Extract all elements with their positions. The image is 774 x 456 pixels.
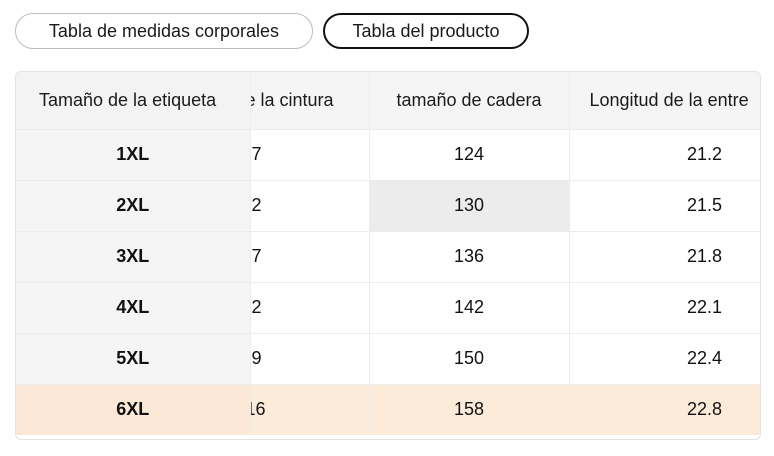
size-cell: 1XL [16,129,251,181]
waist-cell: 02 [250,282,370,334]
table-row: 5XL 09 150 22.4 [16,333,760,385]
waist-cell: 09 [250,333,370,385]
waist-cell: l16 [250,384,370,435]
table-row: 2XL 92 130 21.5 [16,180,760,232]
hip-cell: 136 [369,231,570,283]
waist-value: 87 [250,144,262,164]
tab-bar: Tabla de medidas corporales Tabla del pr… [15,13,529,49]
length-cell: 21.2 [569,129,760,181]
header-waist-text: e la cintura [250,89,334,110]
waist-value: 02 [250,297,262,317]
header-size-label: Tamaño de la etiqueta [16,72,251,130]
size-table-container[interactable]: Tamaño de la etiqueta e la cintura tamañ… [15,71,761,440]
size-table: Tamaño de la etiqueta e la cintura tamañ… [16,72,760,435]
table-row: 1XL 87 124 21.2 [16,129,760,181]
header-waist: e la cintura [250,72,370,130]
waist-cell: 92 [250,180,370,232]
size-cell: 4XL [16,282,251,334]
hip-cell-hovered: 130 [369,180,570,232]
hip-cell: 158 [369,384,570,435]
waist-value: 09 [250,348,262,368]
size-cell: 5XL [16,333,251,385]
header-inseam: Longitud de la entre [569,72,760,130]
length-cell: 21.5 [569,180,760,232]
table-header-row: Tamaño de la etiqueta e la cintura tamañ… [16,72,760,130]
length-cell: 22.4 [569,333,760,385]
waist-value: 97 [250,246,262,266]
waist-cell: 97 [250,231,370,283]
hip-cell: 150 [369,333,570,385]
table-row: 4XL 02 142 22.1 [16,282,760,334]
size-cell: 2XL [16,180,251,232]
hip-cell: 124 [369,129,570,181]
table-row-highlighted: 6XL l16 158 22.8 [16,384,760,435]
waist-value: l16 [250,399,266,420]
header-hip: tamaño de cadera [369,72,570,130]
size-cell: 6XL [16,384,251,435]
hip-cell: 142 [369,282,570,334]
table-row: 3XL 97 136 21.8 [16,231,760,283]
waist-value: 92 [250,195,262,215]
length-cell: 22.8 [569,384,760,435]
waist-cell: 87 [250,129,370,181]
length-cell: 22.1 [569,282,760,334]
tab-product-chart[interactable]: Tabla del producto [323,13,529,49]
length-cell: 21.8 [569,231,760,283]
size-cell: 3XL [16,231,251,283]
tab-body-measurements[interactable]: Tabla de medidas corporales [15,13,313,49]
